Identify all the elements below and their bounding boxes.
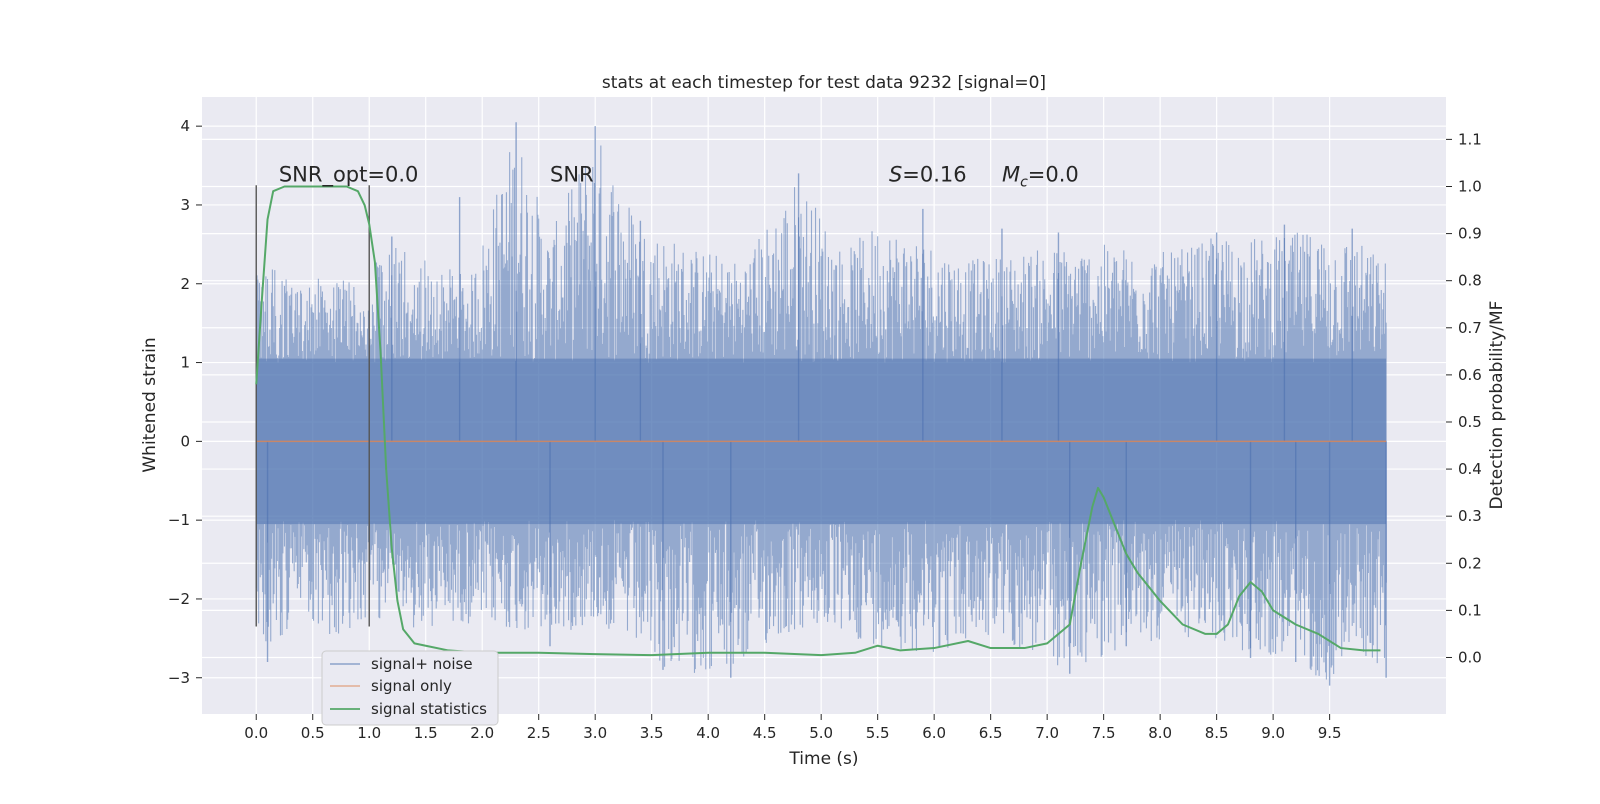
x-tick-label: 6.0 (922, 724, 946, 742)
legend: signal+ noise signal only signal statist… (321, 650, 499, 726)
x-tick-label: 6.5 (979, 724, 1003, 742)
y2-tick-label: 0.1 (1458, 601, 1482, 619)
x-tick-label: 5.5 (866, 724, 890, 742)
signal-statistics-line (255, 185, 1381, 657)
x-tick-label: 4.0 (696, 724, 720, 742)
y-axis-left-ticks: −3 −2 −1 0 1 2 3 4 (168, 117, 202, 687)
series-signal-statistics (255, 185, 1381, 657)
y-tick-label: 4 (180, 117, 190, 135)
y2-tick-label: 0.7 (1458, 319, 1482, 337)
annotation-s_val: S=0.16 (889, 162, 967, 186)
legend-label-signal-statistics: signal statistics (371, 700, 487, 718)
x-tick-label: 7.5 (1092, 724, 1116, 742)
x-axis-label: Time (s) (788, 749, 858, 769)
y-tick-label: 1 (180, 354, 190, 372)
annotation-subscript: c (1020, 174, 1028, 190)
y2-tick-label: 0.0 (1458, 648, 1482, 666)
x-tick-label: 0.5 (301, 724, 325, 742)
annotation-mc_val: Mc=0.0 (1002, 162, 1079, 190)
x-tick-label: 7.0 (1035, 724, 1059, 742)
y2-tick-label: 0.9 (1458, 225, 1482, 243)
y2-tick-label: 0.3 (1458, 507, 1482, 525)
x-tick-label: 8.5 (1205, 724, 1229, 742)
y2-tick-label: 0.4 (1458, 460, 1482, 478)
y2-tick-label: 0.8 (1458, 272, 1482, 290)
x-tick-label: 8.0 (1148, 724, 1172, 742)
annotation-base: M (1002, 162, 1020, 186)
x-tick-label: 5.0 (809, 724, 833, 742)
y-tick-label: −1 (168, 511, 190, 529)
y-tick-label: −3 (168, 669, 190, 687)
y2-axis-label: Detection probability/MF (1487, 301, 1507, 510)
x-tick-label: 2.5 (527, 724, 551, 742)
annotation-value: =0.16 (902, 162, 966, 186)
x-tick-label: 3.0 (583, 724, 607, 742)
y-tick-label: 0 (180, 432, 190, 450)
legend-label-signal-only: signal only (371, 677, 452, 695)
y2-tick-label: 0.2 (1458, 554, 1482, 572)
y2-tick-label: 0.5 (1458, 413, 1482, 431)
y2-tick-label: 1.1 (1458, 130, 1482, 148)
x-tick-label: 3.5 (640, 724, 664, 742)
legend-box (321, 650, 499, 726)
annotations: SNR_opt=0.0 SNR S=0.16 Mc=0.0 (279, 162, 1079, 190)
x-tick-label: 9.5 (1318, 724, 1342, 742)
annotation-snr_mf_base: SNR (550, 162, 594, 186)
legend-label-signal-noise: signal+ noise (371, 655, 473, 673)
y-tick-label: −2 (168, 590, 190, 608)
y-axis-label: Whitened strain (140, 337, 160, 472)
annotation-base: S (889, 162, 902, 186)
x-tick-label: 9.0 (1261, 724, 1285, 742)
y-axis-right-ticks: 0.0 0.1 0.2 0.3 0.4 0.5 0.6 0.7 0.8 0.9 1.0 1.1 (1446, 130, 1482, 666)
y-tick-label: 3 (180, 196, 190, 214)
annotation-value: =0.0 (1028, 162, 1079, 186)
vertical-markers (255, 185, 370, 627)
annotation-snr_opt: SNR_opt=0.0 (279, 162, 419, 187)
y2-tick-label: 1.0 (1458, 177, 1482, 195)
x-tick-label: 2.0 (470, 724, 494, 742)
y-tick-label: 2 (180, 275, 190, 293)
y2-tick-label: 0.6 (1458, 366, 1482, 384)
x-tick-label: 1.5 (414, 724, 438, 742)
x-tick-label: 1.0 (357, 724, 381, 742)
chart-title: stats at each timestep for test data 923… (602, 73, 1046, 93)
x-tick-label: 0.0 (244, 724, 268, 742)
x-axis-ticks: 0.0 0.5 1.0 1.5 2.0 2.5 3.0 3.5 4.0 4.5 5.0 5.5 6.0 6… (244, 714, 1342, 742)
x-tick-label: 4.5 (753, 724, 777, 742)
